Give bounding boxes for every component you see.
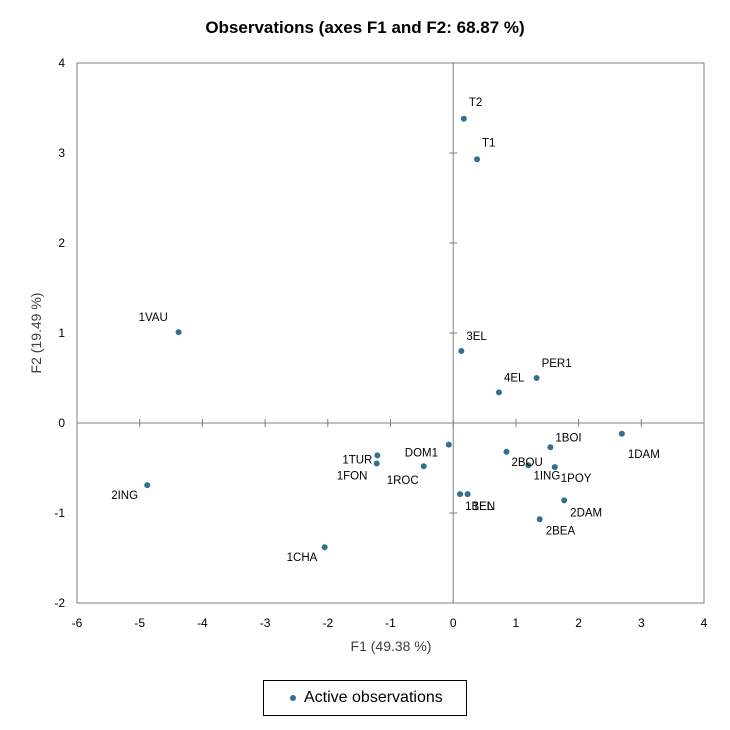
point-label-1tur: 1TUR [342, 454, 372, 466]
data-point-1ben [457, 491, 464, 498]
x-tick-label: 1 [513, 616, 520, 630]
legend-label: Active observations [304, 689, 443, 706]
chart-title: Observations (axes F1 and F2: 68.87 %) [205, 18, 524, 37]
point-label-1poy: 1POY [561, 473, 592, 485]
data-point-per1 [533, 375, 540, 381]
data-point-t2 [460, 115, 467, 122]
data-point-1boi [547, 444, 554, 451]
x-tick-label: 2 [575, 616, 582, 630]
point-label-2bou: 2BOU [511, 457, 542, 469]
point-label-2bea: 2BEA [546, 525, 576, 537]
point-label-t2: T2 [469, 97, 482, 109]
data-point-2dam [561, 497, 568, 504]
y-axis-label: F2 (19.49 %) [28, 293, 44, 374]
data-point-1cha [321, 544, 328, 551]
y-tick-label: -1 [54, 506, 65, 520]
x-tick-label: -2 [322, 616, 333, 630]
point-label-1ing: 1ING [533, 470, 560, 482]
y-tick-label: -2 [54, 596, 65, 610]
x-tick-label: -3 [260, 616, 271, 630]
tick-labels: -6 -5 -4 -3 -2 -1 0 1 2 3 4 -2 -1 0 1 2 3 4 [54, 56, 707, 630]
x-tick-label: -6 [72, 616, 83, 630]
plot-area-frame [76, 62, 705, 604]
x-tick-label: -5 [134, 616, 145, 630]
point-label-1cha: 1CHA [287, 552, 318, 564]
data-point-dom1 [445, 441, 452, 448]
y-tick-label: 1 [58, 326, 65, 340]
data-point-4el [495, 389, 502, 396]
point-label-per1: PER1 [542, 358, 572, 370]
y-tick-label: 4 [58, 56, 65, 70]
data-point-1fon [373, 460, 380, 467]
point-label-1el: 1EL [473, 501, 494, 513]
point-label-1roc: 1ROC [387, 475, 419, 487]
x-tick-label: 3 [638, 616, 645, 630]
x-tick-label: 4 [701, 616, 708, 630]
point-label-3el: 3EL [466, 331, 487, 343]
point-labels: T2 T1 1VAU 3EL PER1 4EL 1DAM DOM1 2BOU 1BOI 1TUR 1F… [111, 97, 660, 564]
x-tick-label: 0 [450, 616, 457, 630]
x-axis-label: F1 (49.38 %) [351, 638, 432, 654]
data-points [144, 115, 625, 551]
data-point-3el [458, 348, 465, 354]
point-label-4el: 4EL [504, 372, 525, 384]
data-point-1roc [420, 463, 427, 470]
legend: Active observations [263, 680, 467, 716]
data-point-1el [464, 491, 471, 498]
data-point-1tur [374, 452, 381, 459]
point-label-dom1: DOM1 [405, 448, 438, 460]
point-label-2dam: 2DAM [570, 507, 602, 519]
point-label-1dam: 1DAM [628, 449, 660, 461]
data-point-2bou [503, 448, 510, 455]
point-label-1boi: 1BOI [555, 432, 581, 444]
data-point-1vau [175, 329, 182, 336]
legend-marker-icon [290, 695, 296, 701]
point-label-1ben: 1BEN [465, 501, 495, 513]
data-point-t1 [474, 156, 481, 163]
data-point-1dam [618, 430, 625, 437]
point-label-1vau: 1VAU [139, 312, 168, 324]
point-label-2ing: 2ING [111, 490, 138, 502]
data-point-2ing [144, 482, 151, 489]
data-point-2bea [536, 516, 543, 523]
x-tick-label: -1 [385, 616, 396, 630]
y-tick-label: 2 [58, 236, 65, 250]
axes [76, 62, 705, 604]
y-tick-label: 3 [58, 146, 65, 160]
y-tick-label: 0 [58, 416, 65, 430]
x-tick-label: -4 [197, 616, 208, 630]
data-point-1ing [525, 462, 532, 469]
point-label-1fon: 1FON [337, 471, 368, 483]
point-label-t1: T1 [482, 137, 495, 149]
data-point-1poy [551, 464, 558, 471]
